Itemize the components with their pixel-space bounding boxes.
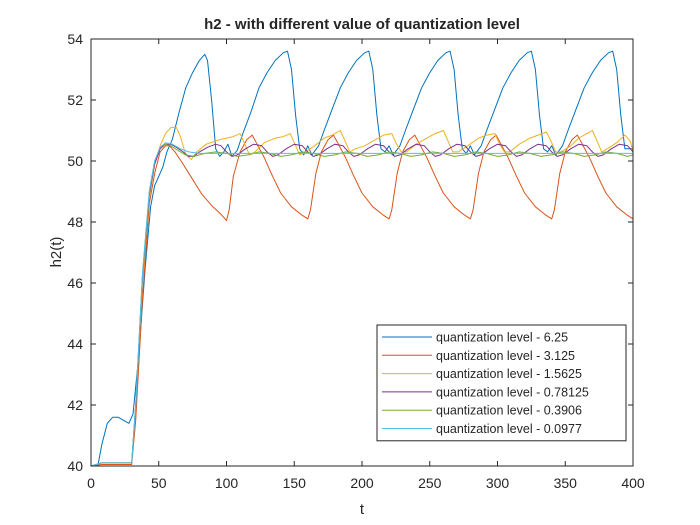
x-tick-label: 350 (554, 475, 578, 491)
legend-entry: quantization level - 6.25 (436, 331, 568, 345)
x-tick-label: 300 (486, 475, 510, 491)
series-layer (90, 50, 634, 467)
y-tick-label: 44 (67, 336, 83, 352)
series-line-1 (91, 50, 633, 467)
x-tick-label: 400 (621, 475, 645, 491)
y-tick-label: 54 (67, 31, 83, 47)
y-tick-label: 42 (67, 397, 83, 413)
y-axis-label: h2(t) (48, 237, 65, 268)
y-tick-label: 40 (67, 458, 83, 474)
legend-entry: quantization level - 1.5625 (436, 367, 582, 381)
legend-entry: quantization level - 0.0977 (436, 422, 582, 436)
tick-layer: 0 50 100 150 200 250 300 350 400 40 42 44 46 48 50 52 54 (67, 31, 644, 491)
legend-box (376, 324, 627, 442)
series-line-5 (90, 143, 634, 467)
series-line-6 (90, 142, 633, 467)
x-tick-label: 250 (418, 475, 442, 491)
y-tick-label: 46 (67, 275, 83, 291)
x-tick-label: 50 (151, 475, 167, 491)
legend-entry: quantization level - 3.125 (436, 349, 575, 363)
legend-entry: quantization level - 0.78125 (436, 385, 589, 399)
y-tick-label: 48 (67, 214, 83, 230)
x-tick-label: 200 (350, 475, 374, 491)
x-axis-label: t (360, 501, 365, 518)
x-tick-label: 150 (283, 475, 307, 491)
x-tick-label: 100 (215, 475, 239, 491)
y-tick-label: 50 (67, 153, 83, 169)
legend-entry: quantization level - 0.3906 (436, 404, 582, 418)
y-tick-label: 52 (67, 92, 83, 108)
series-line-2 (90, 134, 634, 467)
x-tick-label: 0 (87, 475, 95, 491)
series-line-3 (90, 126, 634, 467)
legend: quantization level - 6.25 quantization le… (376, 324, 627, 442)
chart-title: h2 - with different value of quantizatio… (204, 16, 520, 33)
